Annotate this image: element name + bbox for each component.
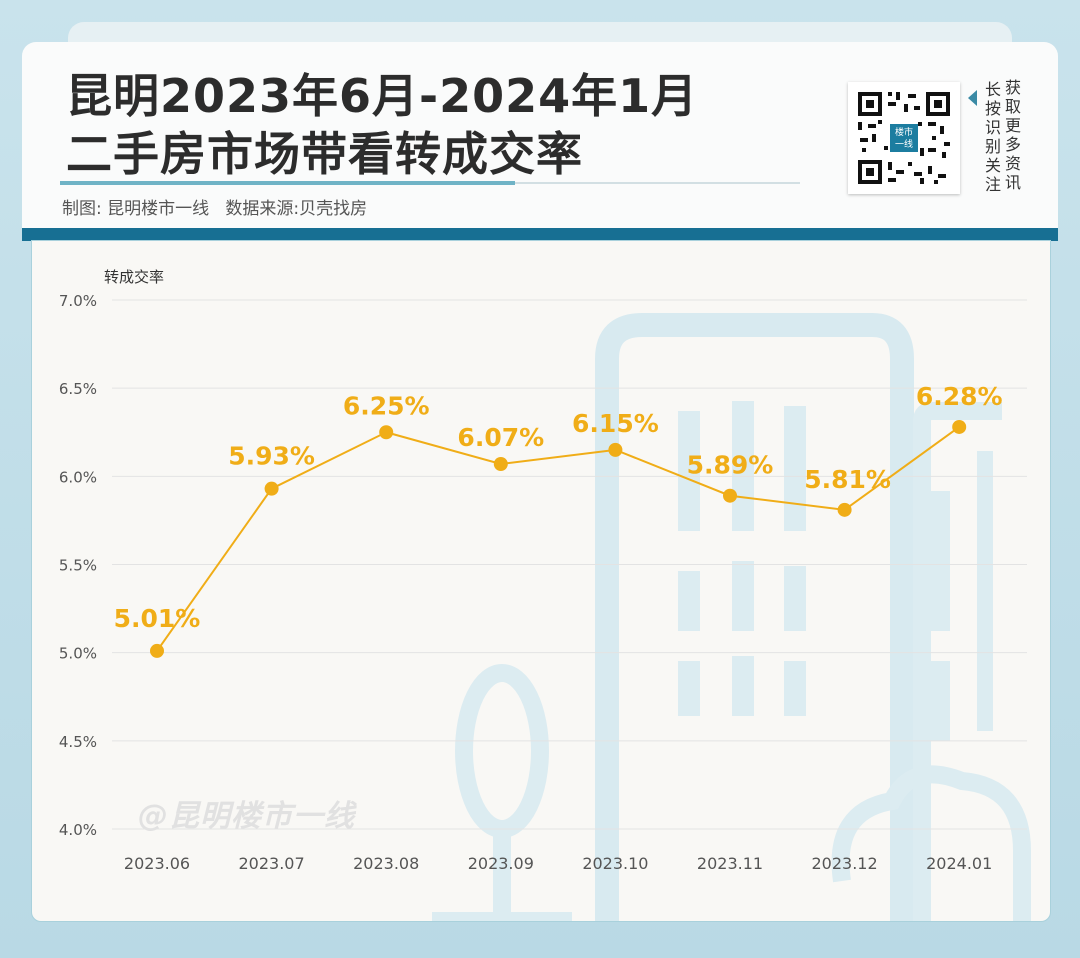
chart-panel: @昆明楼市一线 [31,240,1051,922]
qr-code[interactable]: 楼市 一线 [848,82,960,194]
data-point [493,456,508,471]
data-label: 5.93% [228,442,315,471]
y-axis-title: 转成交率 [104,268,165,286]
data-point [952,419,967,434]
data-label: 5.81% [804,465,891,494]
x-tick-label: 2023.08 [353,854,419,873]
data-point [723,488,737,503]
x-tick-label: 2023.11 [697,854,763,873]
data-label: 6.25% [343,391,430,420]
qr-code-icon: 楼市 一线 [856,90,952,186]
header-divider-band [22,228,1058,241]
series-line [156,426,960,652]
qr-caption-scan: 长按识别关注 [984,80,1001,194]
y-tick-label: 5.5% [59,557,97,575]
svg-text:一线: 一线 [895,138,913,150]
watermark: @昆明楼市一线 [138,799,355,834]
title-line-1: 昆明2023年6月-2024年1月 [66,69,699,123]
x-tick-label: 2024.01 [926,854,992,873]
credits-text: 制图: 昆明楼市一线 数据来源:贝壳找房 [62,199,368,219]
data-label: 5.89% [687,451,774,480]
y-tick-label: 7.0% [59,292,97,310]
x-tick-label: 2023.07 [239,854,305,873]
data-point [379,425,394,440]
x-tick-label: 2023.09 [468,854,534,873]
x-tick-label: 2023.10 [582,854,648,873]
y-tick-label: 4.0% [59,821,97,839]
data-label: 5.01% [114,604,201,633]
data-label: 6.15% [572,409,659,438]
arrow-left-icon [968,90,977,106]
title-underline [60,181,515,185]
data-point [150,643,164,658]
x-tick-label: 2023.12 [812,854,878,873]
title-line-2: 二手房市场带看转成交率 [66,127,583,181]
data-label: 6.07% [457,423,544,452]
data-point [608,442,623,457]
data-point [264,481,279,496]
qr-caption-more-info: 获取更多资讯 [1004,78,1021,192]
y-tick-label: 4.5% [59,733,97,751]
title-underline-rule [515,182,800,184]
y-tick-label: 5.0% [59,645,97,663]
y-tick-label: 6.5% [59,380,97,398]
x-tick-label: 2023.06 [124,854,190,873]
svg-text:楼市: 楼市 [895,126,913,138]
data-point [837,502,852,517]
data-label: 6.28% [916,382,1003,411]
y-tick-label: 6.0% [59,468,97,486]
